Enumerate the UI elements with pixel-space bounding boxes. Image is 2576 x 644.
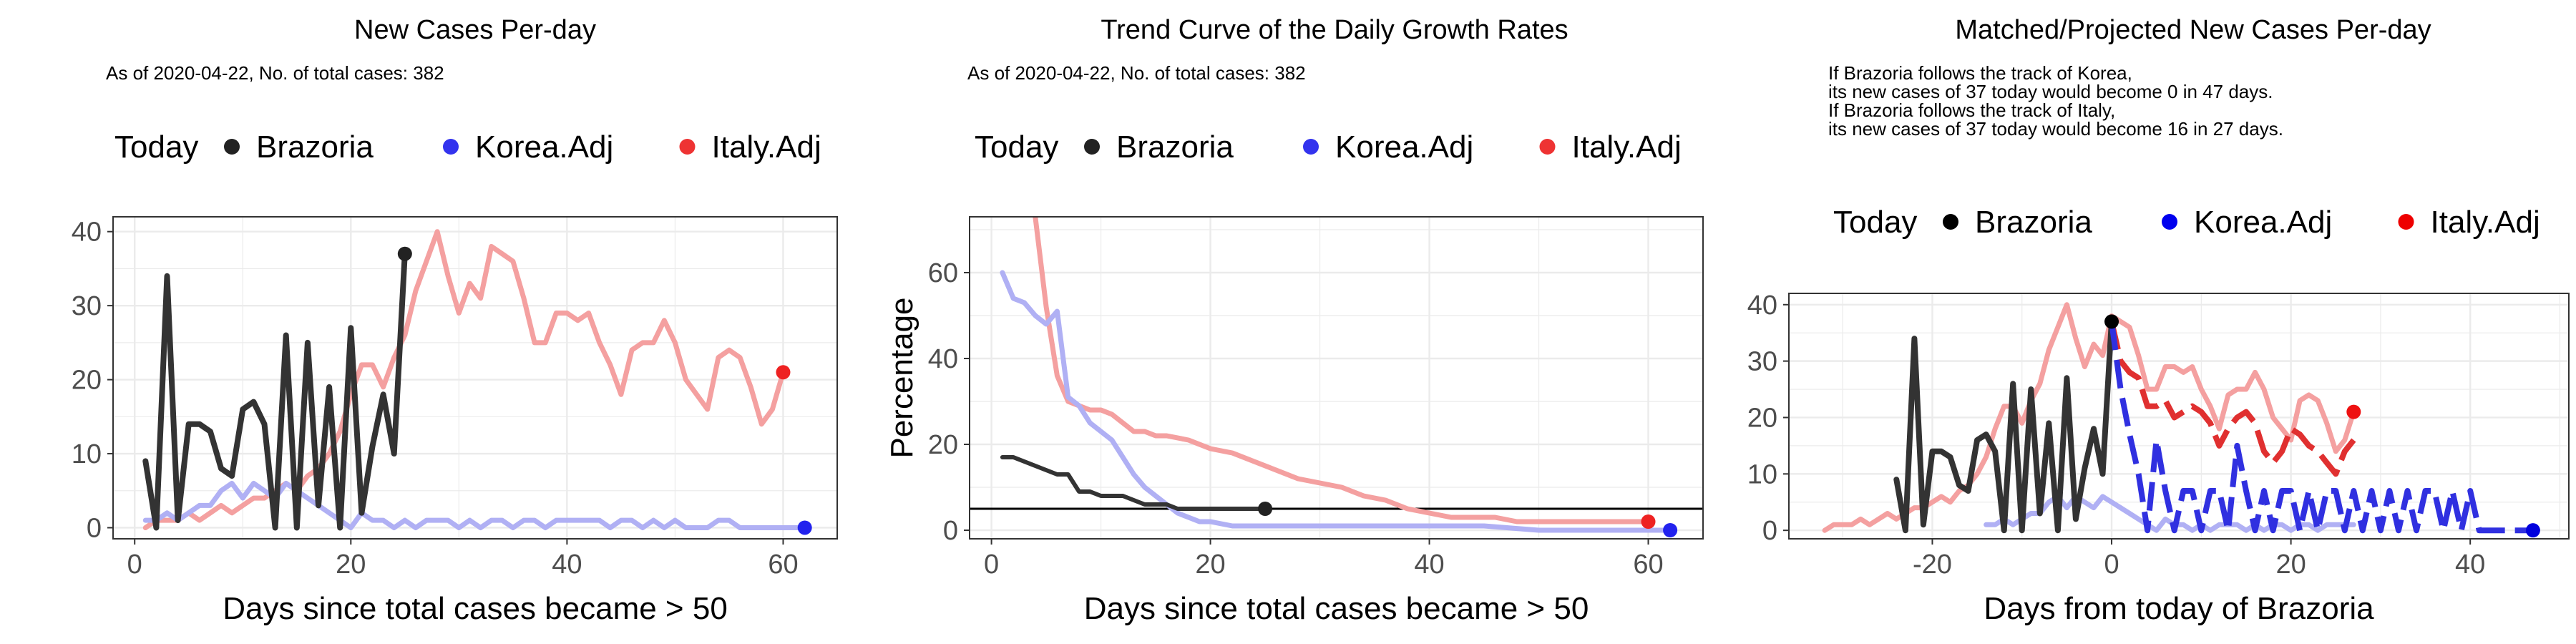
today-point-brazoria: [1258, 502, 1273, 516]
chart-subtitle-line: If Brazoria follows the track of Italy,: [1828, 99, 2115, 121]
y-tick-label: 20: [928, 430, 958, 460]
legend-label: Brazoria: [256, 130, 374, 165]
plot-area: [1822, 302, 2533, 534]
legend-marker: [224, 139, 240, 155]
today-point-brazoria: [397, 246, 412, 261]
x-tick-label: 40: [2455, 550, 2485, 580]
chart-subtitle-line: its new cases of 37 today would become 0…: [1828, 81, 2273, 102]
series-line-italy-adj-projected: [2109, 321, 2356, 477]
chart-title: Matched/Projected New Cases Per-day: [1955, 15, 2431, 45]
panel-border: [112, 216, 838, 540]
legend-label: Italy.Adj: [2431, 205, 2540, 240]
series-line-italy-adj: [1033, 217, 1651, 525]
x-axis-label: Days since total cases became > 50: [223, 591, 728, 626]
series-line-korea-adj-projected: [2109, 321, 2533, 534]
legend-marker: [1084, 139, 1100, 155]
x-tick-label: 20: [2275, 550, 2306, 580]
plot-area: [970, 217, 1703, 533]
y-axis-label: Percentage: [884, 297, 919, 458]
today-point-italy-adj: [2346, 404, 2361, 419]
legend-label: Korea.Adj: [1335, 130, 1473, 165]
y-tick-label: 10: [72, 439, 102, 469]
y-tick-label: 60: [928, 258, 958, 288]
y-tick-label: 0: [943, 516, 958, 546]
today-point-italy-adj: [776, 365, 791, 380]
x-axis-label: Days from today of Brazoria: [1984, 591, 2374, 626]
y-tick-label: 0: [87, 513, 102, 543]
series-line-brazoria: [142, 250, 408, 531]
series-line-korea-adj-matched: [1984, 494, 2356, 533]
x-tick-label: 40: [1414, 550, 1444, 580]
y-tick-label: 40: [72, 218, 102, 248]
legend-marker: [443, 139, 459, 155]
x-tick-label: -20: [1913, 550, 1952, 580]
x-tick-label: 60: [1633, 550, 1663, 580]
chart-subtitle-line: its new cases of 37 today would become 1…: [1828, 118, 2283, 140]
x-tick-label: 20: [1195, 550, 1225, 580]
chart-panel-2: Trend Curve of the Daily Growth Rates As …: [884, 15, 1704, 626]
x-tick-label: 0: [984, 550, 999, 580]
y-tick-label: 40: [928, 344, 958, 374]
legend-marker: [1303, 139, 1319, 155]
panel-border: [1788, 293, 2570, 540]
chart-title: New Cases Per-day: [354, 15, 596, 45]
legend-title: Today: [114, 130, 198, 165]
legend-label: Brazoria: [1975, 205, 2092, 240]
legend-label: Italy.Adj: [712, 130, 821, 165]
today-point-korea-adj: [2525, 523, 2540, 538]
legend: Today Brazoria Korea.Adj Italy.Adj: [114, 130, 821, 165]
panel-border: [969, 216, 1704, 540]
y-tick-label: 20: [72, 366, 102, 396]
legend-marker: [1539, 139, 1556, 155]
x-tick-label: 40: [552, 550, 582, 580]
y-tick-label: 30: [72, 291, 102, 321]
y-tick-label: 30: [1747, 347, 1777, 377]
y-tick-label: 40: [1747, 291, 1777, 321]
x-tick-label: 0: [2104, 550, 2119, 580]
today-point-korea-adj: [797, 520, 812, 535]
today-point-italy-adj: [1641, 514, 1656, 529]
legend-marker: [2398, 214, 2414, 230]
legend-label: Brazoria: [1116, 130, 1234, 165]
series-line-brazoria: [1000, 455, 1268, 511]
today-point-brazoria: [2104, 314, 2119, 329]
series-line-brazoria: [1893, 318, 2114, 534]
y-tick-label: 10: [1747, 459, 1777, 489]
series-line-korea-adj: [142, 480, 808, 530]
legend-marker: [679, 139, 696, 155]
gridlines: [113, 217, 837, 539]
chart-panel-3: Matched/Projected New Cases Per-day If Br…: [1747, 15, 2570, 626]
y-tick-label: 0: [1762, 516, 1777, 546]
y-tick-label: 20: [1747, 403, 1777, 433]
series-line-italy-adj-matched: [1822, 302, 2356, 533]
legend-marker: [1943, 214, 1958, 230]
series-line-italy-adj: [142, 229, 786, 530]
plot-area: [142, 229, 808, 531]
legend-title: Today: [975, 130, 1058, 165]
today-point-korea-adj: [1663, 523, 1678, 537]
legend: Today Brazoria Korea.Adj Italy.Adj: [975, 130, 1682, 165]
x-tick-label: 60: [768, 550, 798, 580]
chart-subtitle-line: If Brazoria follows the track of Korea,: [1828, 62, 2132, 84]
x-axis-label: Days since total cases became > 50: [1084, 591, 1589, 626]
legend: Today Brazoria Korea.Adj Italy.Adj: [1833, 205, 2540, 240]
legend-title: Today: [1833, 205, 1917, 240]
legend-marker: [2162, 214, 2177, 230]
legend-label: Korea.Adj: [475, 130, 613, 165]
legend-label: Italy.Adj: [1572, 130, 1682, 165]
chart-subtitle-line: As of 2020-04-22, No. of total cases: 38…: [967, 62, 1306, 84]
x-tick-label: 20: [336, 550, 366, 580]
x-tick-label: 0: [127, 550, 142, 580]
chart-subtitle-line: As of 2020-04-22, No. of total cases: 38…: [106, 62, 444, 84]
legend-label: Korea.Adj: [2194, 205, 2332, 240]
chart-panel-1: New Cases Per-day As of 2020-04-22, No. o…: [72, 15, 838, 626]
chart-title: Trend Curve of the Daily Growth Rates: [1101, 15, 1568, 45]
